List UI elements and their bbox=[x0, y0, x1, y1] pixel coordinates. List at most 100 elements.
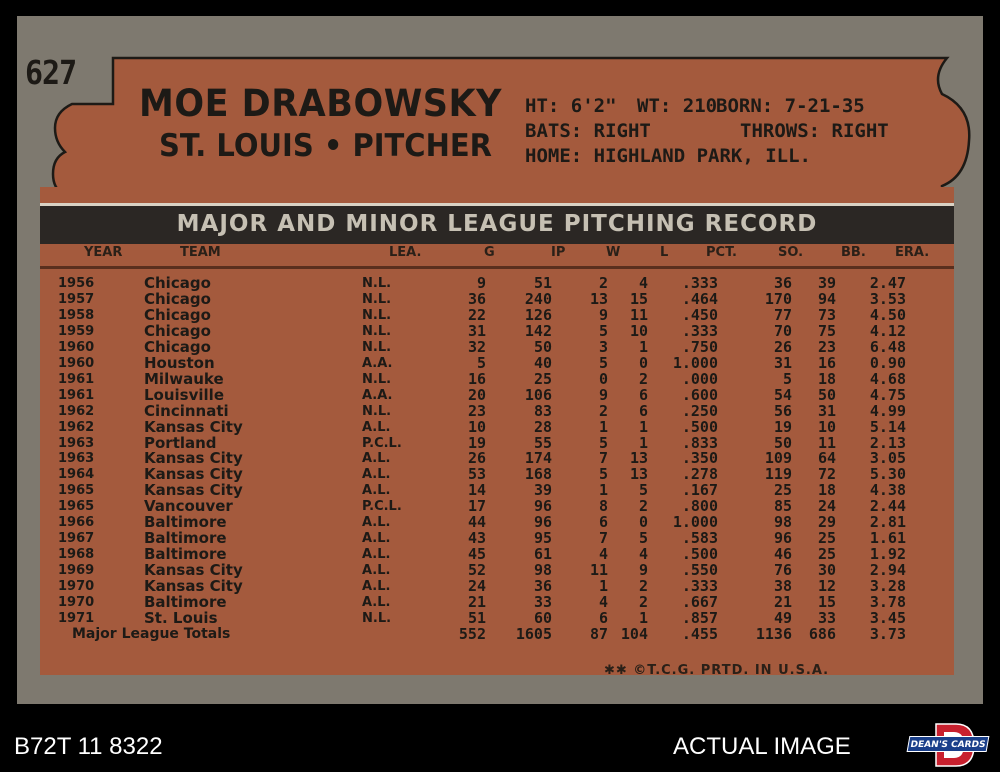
cell-league: A.L. bbox=[362, 483, 391, 499]
col-league: LEA. bbox=[389, 245, 422, 260]
cell-year: 1959 bbox=[58, 323, 95, 339]
cell-team: Milwauke bbox=[144, 369, 224, 388]
cell-walks: 18 bbox=[817, 369, 836, 388]
cell-strikeouts: 25 bbox=[773, 481, 792, 500]
copyright-line: ✱✱ ©T.C.G. PRTD. IN U.S.A. bbox=[604, 663, 830, 678]
cell-era: 3.05 bbox=[869, 449, 906, 468]
cell-pct: .250 bbox=[681, 401, 718, 420]
cell-losses: 15 bbox=[629, 289, 648, 308]
cell-pct: .833 bbox=[681, 433, 718, 452]
record-title: MAJOR AND MINOR LEAGUE PITCHING RECORD bbox=[176, 211, 818, 237]
cell-era: 3.53 bbox=[869, 289, 906, 308]
cell-league: A.L. bbox=[362, 547, 391, 563]
cell-strikeouts: 76 bbox=[773, 561, 792, 580]
cell-losses: 1 bbox=[638, 433, 648, 452]
cell-year: 1964 bbox=[58, 467, 95, 483]
cell-strikeouts: 96 bbox=[773, 529, 792, 548]
table-row: 1967 Baltimore A.L. 43 95 7 5 .583 96 25 1.61 bbox=[58, 529, 906, 548]
table-row: 1969 Kansas City A.L. 52 98 11 9 .550 76 30 2.94 bbox=[58, 561, 906, 580]
cell-pct: .800 bbox=[681, 497, 718, 516]
cell-era: 4.68 bbox=[869, 369, 906, 388]
cell-games: 5 bbox=[476, 353, 486, 372]
cell-league: N.L. bbox=[362, 291, 392, 307]
bio-weight: WT: 210 bbox=[637, 95, 718, 117]
header-rule bbox=[40, 266, 954, 269]
cell-pct: .167 bbox=[681, 481, 718, 500]
cell-pct: .333 bbox=[681, 577, 718, 596]
cell-team: Kansas City bbox=[144, 465, 243, 484]
cell-pct: .450 bbox=[681, 305, 718, 324]
cell-era: 6.48 bbox=[869, 337, 906, 356]
cell-league: N.L. bbox=[362, 276, 392, 291]
cell-team: Baltimore bbox=[144, 513, 227, 532]
cell-strikeouts: 26 bbox=[773, 337, 792, 356]
cell-wins: 2 bbox=[598, 401, 608, 420]
actual-image-label: ACTUAL IMAGE bbox=[673, 733, 851, 760]
cell-league: A.A. bbox=[362, 387, 393, 403]
cell-innings: 96 bbox=[533, 497, 552, 516]
cell-losses: 4 bbox=[638, 545, 648, 564]
table-row: 1963 Kansas City A.L. 26 174 7 13 .350 109 64 3.05 bbox=[58, 451, 906, 467]
table-row: 1970 Kansas City A.L. 24 36 1 2.333 38 12 3.28 bbox=[58, 577, 906, 596]
cell-games: 17 bbox=[467, 497, 486, 516]
cell-wins: 3 bbox=[598, 337, 608, 356]
cell-pct: .750 bbox=[681, 337, 718, 356]
cell-strikeouts: 50 bbox=[773, 433, 792, 452]
cell-year: 1971 bbox=[58, 611, 95, 627]
cell-innings: 61 bbox=[533, 545, 552, 564]
cell-strikeouts: 119 bbox=[764, 465, 792, 484]
cell-innings: 40 bbox=[533, 353, 552, 372]
player-position: PITCHER bbox=[352, 126, 492, 164]
cell-losses: 0 bbox=[638, 353, 648, 372]
cell-losses: 2 bbox=[638, 369, 648, 388]
cell-league: A.L. bbox=[362, 595, 391, 611]
cell-strikeouts: 21 bbox=[773, 593, 792, 612]
table-row: 1971 St. Louis N.L. 51 60 6 1 .857 49 33 3.45 bbox=[58, 609, 906, 628]
table-row: 1960 Houston A.A. 5 40 5 0 1.000 31 16 0.90 bbox=[58, 353, 906, 372]
cell-games: 24 bbox=[467, 577, 486, 596]
cell-walks: 16 bbox=[817, 353, 836, 372]
cell-pct: .464 bbox=[681, 289, 718, 308]
cell-league: A.L. bbox=[362, 531, 391, 547]
cell-pct: .857 bbox=[681, 609, 718, 628]
cell-losses: 13 bbox=[629, 449, 648, 468]
cell-strikeouts: 85 bbox=[773, 497, 792, 516]
cell-innings: 96 bbox=[533, 513, 552, 532]
cell-team: Kansas City bbox=[144, 449, 243, 468]
cell-walks: 15 bbox=[817, 593, 836, 612]
cell-wins: 7 bbox=[598, 529, 608, 548]
cell-era: 4.50 bbox=[869, 305, 906, 324]
cell-walks: 18 bbox=[817, 481, 836, 500]
cell-walks: 64 bbox=[817, 449, 836, 468]
cell-year: 1960 bbox=[58, 339, 95, 355]
cell-innings: 126 bbox=[524, 305, 552, 324]
cell-games: 14 bbox=[467, 481, 486, 500]
cell-walks: 75 bbox=[817, 321, 836, 340]
cell-wins: 6 bbox=[598, 513, 608, 532]
cell-wins: 5 bbox=[598, 321, 608, 340]
cell-wins: 1 bbox=[598, 417, 608, 436]
bio-height: HT: 6'2" bbox=[525, 95, 617, 117]
team-position: ST. LOUIS • PITCHER bbox=[159, 127, 492, 164]
table-row: 1963 Portland P.C.L. 19 55 5 1.833 50 11 2.13 bbox=[58, 433, 906, 452]
cell-innings: 50 bbox=[533, 337, 552, 356]
bio-bats: BATS: RIGHT bbox=[525, 120, 651, 142]
totals-label: Major League Totals bbox=[72, 625, 231, 642]
cell-pct: 1.000 bbox=[672, 353, 718, 372]
cell-losses: 10 bbox=[629, 321, 648, 340]
cell-pct: .500 bbox=[681, 417, 718, 436]
cell-team: Kansas City bbox=[144, 481, 243, 500]
table-row: 1958 Chicago N.L. 22 126 9 11 .450 77 73 4.50 bbox=[58, 305, 906, 324]
cell-era: 5.30 bbox=[869, 465, 906, 484]
cell-year: 1960 bbox=[58, 355, 95, 371]
separator-dot: • bbox=[323, 126, 343, 164]
cell-losses: 5 bbox=[638, 481, 648, 500]
cell-wins: 7 bbox=[598, 449, 608, 468]
cell-walks: 11 bbox=[817, 433, 836, 452]
table-row: 1956 Chicago N.L. 9 51 2 4 .333 36 39 2.47 bbox=[58, 275, 906, 292]
cell-pct: .600 bbox=[681, 385, 718, 404]
logo-text: DEAN'S CARDS bbox=[906, 736, 990, 752]
cell-pct: .278 bbox=[681, 465, 718, 484]
cell-games: 19 bbox=[467, 433, 486, 452]
cell-innings: 168 bbox=[524, 465, 552, 484]
